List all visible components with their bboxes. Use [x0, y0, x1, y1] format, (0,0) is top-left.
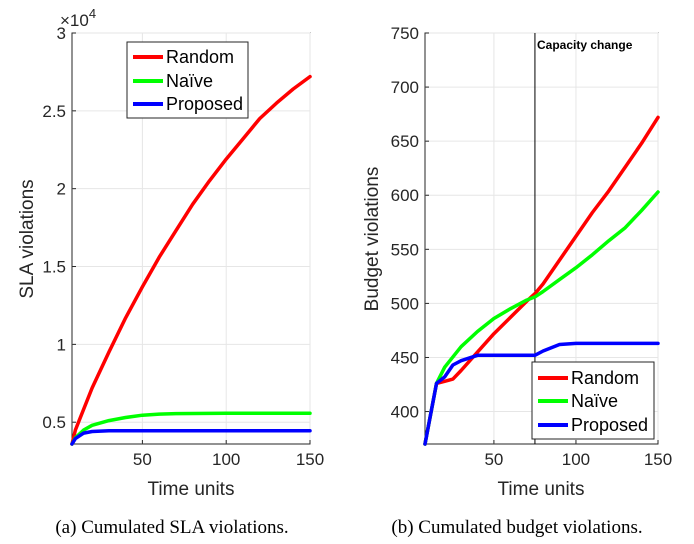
sla-violations-chart: 0.5 1 1.5 2 2.5 3 50 100 150 ×104 Time units SL… [17, 6, 324, 538]
budget-x-tick-label: 50 [484, 450, 503, 469]
sla-y-ticks: 0.5 1 1.5 2 2.5 3 [42, 24, 76, 432]
sla-y-tick-label: 2.5 [42, 102, 66, 121]
sla-x-tick-label: 150 [296, 450, 324, 469]
sla-y-tick-label: 1.5 [42, 258, 66, 277]
capacity-change-annotation: Capacity change [537, 38, 633, 52]
budget-legend: Random Naïve Proposed [531, 361, 655, 440]
sla-series-line-nave [70, 411, 312, 446]
sla-legend: Random Naïve Proposed [126, 41, 249, 119]
sla-caption: (a) Cumulated SLA violations. [55, 517, 288, 538]
budget-y-tick-label: 500 [391, 294, 419, 313]
budget-y-tick-label: 750 [391, 24, 419, 43]
sla-legend-random: Random [166, 47, 234, 67]
budget-y-tick-label: 650 [391, 132, 419, 151]
sla-y-tick-label: 1 [57, 335, 66, 354]
budget-y-tick-label: 700 [391, 78, 419, 97]
sla-legend-naive: Naïve [166, 71, 213, 91]
budget-y-tick-label: 450 [391, 348, 419, 367]
budget-y-axis-label: Budget violations [362, 167, 383, 312]
budget-y-tick-label: 400 [391, 403, 419, 422]
budget-violations-chart: 400 450 500 550 600 650 700 750 50 100 150 Capaci… [362, 24, 672, 538]
sla-y-tick-label: 3 [57, 24, 66, 43]
sla-series-line-proposed [70, 429, 312, 446]
budget-legend-naive: Naïve [571, 391, 618, 411]
sla-series [70, 74, 312, 446]
sla-x-tick-label: 50 [133, 450, 152, 469]
budget-caption: (b) Cumulated budget violations. [391, 517, 642, 538]
sla-legend-proposed: Proposed [166, 94, 243, 114]
budget-x-ticks: 50 100 150 [484, 440, 672, 469]
budget-series-line-proposed [423, 341, 660, 446]
sla-y-axis-label: SLA violations [17, 179, 38, 298]
budget-series-line-nave [423, 190, 660, 446]
sla-x-tick-label: 100 [212, 450, 240, 469]
budget-x-axis-label: Time units [498, 479, 585, 500]
budget-legend-random: Random [571, 368, 639, 388]
sla-x-ticks: 50 100 150 [133, 440, 324, 469]
sla-series-line-random [70, 74, 312, 446]
budget-legend-proposed: Proposed [571, 415, 648, 435]
budget-y-ticks: 400 450 500 550 600 650 700 750 [391, 24, 429, 422]
budget-y-tick-label: 550 [391, 240, 419, 259]
budget-y-tick-label: 600 [391, 186, 419, 205]
budget-x-tick-label: 150 [644, 450, 672, 469]
sla-y-tick-label: 0.5 [42, 413, 66, 432]
sla-x-axis-label: Time units [148, 479, 235, 500]
sla-y-tick-label: 2 [57, 180, 66, 199]
budget-series [423, 115, 660, 446]
budget-x-tick-label: 100 [562, 450, 590, 469]
sla-y-exponent: ×104 [60, 6, 96, 30]
